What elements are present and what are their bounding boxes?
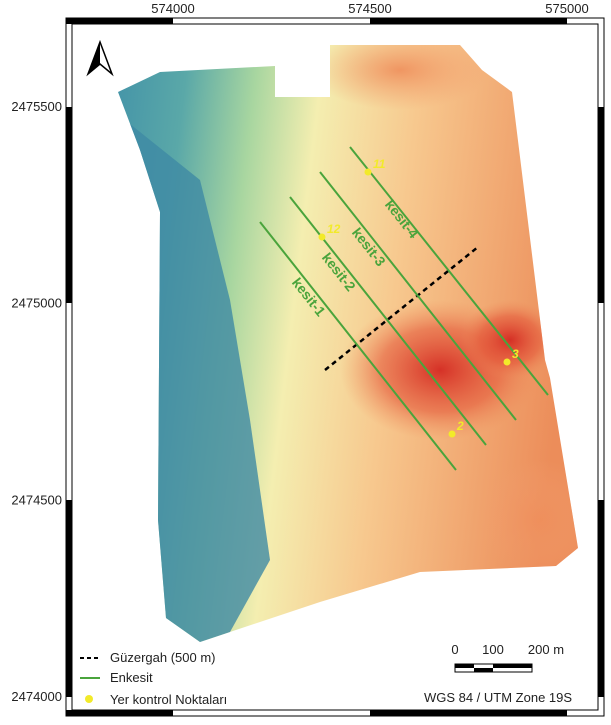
legend-label: Yer kontrol Noktaları	[110, 692, 227, 707]
scale-bar-seg	[474, 668, 493, 672]
scale-label: 100	[482, 642, 504, 657]
scale-label: 200 m	[528, 642, 564, 657]
crs: WGS 84 / UTM Zone 19S	[424, 690, 572, 705]
point-label: 12	[327, 222, 341, 236]
northing-label: 2475000	[11, 296, 62, 311]
northing-label: 2475500	[11, 99, 62, 114]
easting-label: 574500	[348, 1, 391, 16]
scale-bar-seg	[493, 664, 532, 668]
scale-label: 0	[451, 642, 458, 657]
control-point	[365, 169, 372, 176]
map: kesit-1kesit-2kesit-3kesit-4111232 Güzer…	[0, 0, 611, 720]
scale-bar-seg	[455, 664, 474, 668]
northing-label: 2474000	[11, 689, 62, 704]
easting-label: 574000	[151, 1, 194, 16]
control-point	[504, 359, 511, 366]
legend-label: Güzergah (500 m)	[110, 650, 216, 665]
point-label: 3	[512, 347, 519, 361]
easting-label: 575000	[545, 1, 588, 16]
control-point	[449, 431, 456, 438]
point-label: 11	[373, 157, 386, 171]
control-point	[319, 234, 326, 241]
northing-label: 2474500	[11, 492, 62, 507]
legend-label: Enkesit	[110, 670, 153, 685]
terrain	[100, 30, 600, 650]
point-label: 2	[456, 419, 464, 433]
legend-point-symbol	[85, 695, 93, 703]
